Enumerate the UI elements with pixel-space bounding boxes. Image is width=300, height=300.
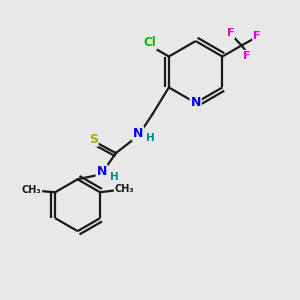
Text: Cl: Cl bbox=[143, 36, 156, 49]
Text: S: S bbox=[89, 133, 98, 146]
Text: F: F bbox=[226, 28, 234, 38]
Text: N: N bbox=[133, 127, 143, 140]
Text: H: H bbox=[146, 134, 155, 143]
Text: CH₃: CH₃ bbox=[22, 185, 41, 195]
Text: N: N bbox=[190, 96, 201, 110]
Text: F: F bbox=[253, 31, 261, 41]
Text: H: H bbox=[110, 172, 118, 182]
Text: F: F bbox=[243, 51, 250, 61]
Text: N: N bbox=[97, 165, 107, 178]
Text: CH₃: CH₃ bbox=[115, 184, 134, 194]
